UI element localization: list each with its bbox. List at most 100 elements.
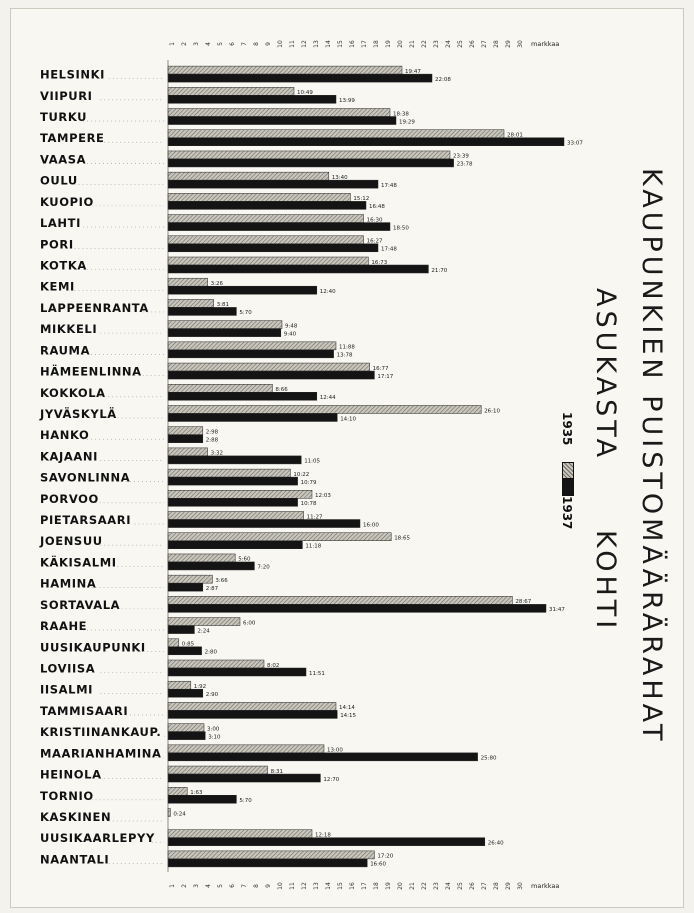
category-label: KOKKOLA [40, 386, 106, 400]
category-label: NAANTALI [40, 852, 109, 866]
bar-1937 [167, 688, 204, 698]
legend-label-1937: 1937 [560, 496, 574, 530]
bar-1935 [167, 447, 208, 457]
bar-1935 [167, 256, 369, 266]
category-label: HELSINKI [40, 68, 105, 82]
value-label-1937: 14:15 [340, 713, 356, 719]
x-tick-label: 27 [481, 882, 488, 890]
category-label: SORTAVALA [40, 598, 120, 612]
value-label-1935: 2:98 [206, 429, 219, 435]
value-label-1937: 17:48 [381, 183, 397, 189]
bar-1937 [167, 582, 204, 592]
bar-1935 [167, 299, 214, 308]
bar-1935 [167, 723, 205, 732]
bar-1937 [167, 540, 303, 549]
x-tick-label: 30 [517, 40, 524, 48]
category-label: TURKU [40, 110, 87, 124]
bar-1935 [167, 362, 370, 372]
bar-1937 [167, 625, 195, 634]
value-label-1935: 5:60 [238, 557, 251, 563]
bar-1935 [167, 532, 392, 541]
bar-1937 [167, 710, 338, 719]
x-tick-label: 18 [373, 882, 380, 890]
bar-1937 [167, 392, 318, 401]
bar-1935 [167, 277, 208, 287]
bars [167, 60, 565, 872]
value-label-1935: 8:66 [275, 387, 288, 393]
category-label: OULU [40, 174, 78, 188]
value-label-1935: 26:10 [484, 408, 500, 414]
bar-1937 [167, 646, 202, 656]
chart-title-line-2: ASUKASTA [590, 288, 621, 462]
category-label: TAMMISAARI [40, 704, 128, 718]
category-label: UUSIKAUPUNKI [40, 640, 146, 654]
x-tick-label: 9 [265, 42, 272, 46]
x-tick-label: 29 [505, 40, 512, 48]
bar-1935 [167, 638, 180, 648]
value-label-1935: 16:27 [367, 239, 383, 245]
bar-1935 [167, 235, 364, 245]
bar-1935 [167, 765, 268, 775]
bar-1935 [167, 808, 171, 817]
category-label: IISALMI [40, 683, 93, 697]
bar-1935 [167, 341, 337, 351]
x-tick-label: 8 [253, 42, 260, 46]
category-label: RAUMA [40, 343, 90, 357]
value-label-1935: 28:67 [515, 599, 531, 605]
category-label: HAMINA [40, 577, 96, 591]
x-tick-label: 26 [469, 882, 476, 890]
value-label-1937: 3:10 [208, 734, 221, 740]
category-label: PIETARSAARI [40, 513, 131, 527]
value-label-1937: 19:29 [399, 119, 415, 125]
x-tick-label: 9 [265, 884, 272, 888]
x-tick-label: 29 [505, 882, 512, 890]
bar-1937 [167, 116, 397, 125]
bar-1937 [167, 179, 379, 189]
x-tick-label: 15 [337, 882, 344, 890]
bottom-axis-ticks: 1 2 3 4 5 6 7 8 9 10 11 12 13 14 15 16 17 18 19 20 21 22 23 24 2… [169, 882, 559, 890]
x-tick-label: 15 [337, 40, 344, 48]
category-label: KUOPIO [40, 195, 94, 209]
value-label-1935: 15:12 [353, 196, 369, 202]
value-label-1935: 18:38 [393, 111, 409, 117]
category-label: UUSIKAARLEPYY [40, 831, 155, 845]
value-label-1937: 16:00 [363, 522, 379, 528]
bar-1935 [167, 511, 304, 520]
bar-1937 [167, 519, 361, 528]
x-tick-label: 24 [445, 882, 452, 890]
x-tick-label: 13 [313, 882, 320, 890]
bar-1935 [167, 426, 204, 435]
x-tick-label: 20 [397, 882, 404, 890]
bar-1937 [167, 498, 298, 507]
value-label-1937: 10:78 [301, 501, 317, 507]
bar-1937 [167, 773, 321, 783]
bar-1937 [167, 476, 298, 486]
bar-1937 [167, 561, 255, 571]
x-tick-label: 12 [301, 40, 308, 48]
x-tick-label: 22 [421, 882, 428, 890]
bar-1937 [167, 731, 206, 740]
category-label: KEMI [40, 280, 75, 294]
bar-1937 [167, 137, 565, 146]
x-tick-label: 24 [445, 40, 452, 48]
bar-1935 [167, 702, 337, 711]
value-label-1935: 3:81 [217, 302, 229, 308]
value-labels: 19:47 22:08 10:49 13:99 18:38 19:29 28:01 33:07… [173, 69, 583, 868]
category-label: LAPPEENRANTA [40, 301, 149, 315]
bar-1935 [167, 193, 351, 202]
bar-1935 [167, 596, 513, 605]
bar-1937 [167, 795, 237, 804]
value-label-1935: 23:39 [453, 154, 469, 160]
bar-1935 [167, 617, 241, 626]
bar-1935 [167, 574, 213, 584]
x-tick-label: 23 [433, 40, 440, 48]
value-label-1935: 3:66 [215, 578, 228, 584]
value-label-1937: 12:70 [323, 777, 339, 783]
value-label-1937: 11:05 [304, 459, 320, 465]
value-label-1937: 2:24 [197, 628, 210, 634]
value-label-1937: 25:80 [481, 756, 497, 762]
value-label-1937: 26:40 [488, 840, 504, 846]
bar-1935 [167, 320, 283, 329]
value-label-1935: 3:32 [211, 451, 223, 457]
